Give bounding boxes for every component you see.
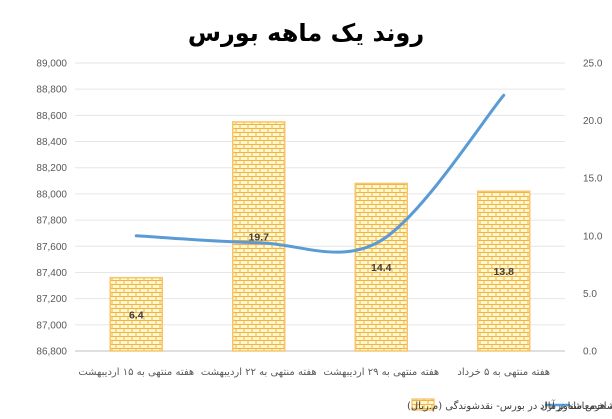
y-left-tick-label: 86,800 — [36, 347, 67, 358]
y-left-tick-label: 89,000 — [36, 59, 67, 70]
legend-bar-swatch — [411, 398, 435, 411]
bar — [232, 121, 286, 352]
bar-data-label: 14.4 — [371, 262, 392, 274]
chart-title: روند یک ماهه بورس — [188, 19, 424, 47]
y-left-tick-label: 87,400 — [36, 268, 67, 279]
y-left-tick-label: 87,200 — [36, 294, 67, 305]
x-category-label: هفته منتهی به ۲۲ اردیبهشت — [201, 367, 317, 378]
bar — [477, 190, 531, 352]
legend-bar-label: متوسط ارزش روزانه هرمعامله نرمال در بورس… — [407, 400, 612, 412]
bar — [354, 182, 408, 352]
y-right-tick-label: 25.0 — [583, 59, 603, 70]
x-category-label: هفته منتهی به ۱۵ اردیبهشت — [78, 367, 194, 378]
legend: شاخص شناور آزاد متوسط ارزش روزانه هرمعام… — [407, 398, 612, 412]
y-left-tick-label: 87,600 — [36, 242, 67, 253]
y-left-tick-label: 88,600 — [36, 111, 67, 122]
bar-data-labels: 6.4 19.7 14.4 13.8 — [129, 231, 514, 321]
y-right-axis: 0.0 5.0 10.0 15.0 20.0 25.0 — [583, 59, 603, 358]
y-left-tick-label: 88,400 — [36, 137, 67, 148]
y-left-tick-label: 88,000 — [36, 189, 67, 200]
line-series-path — [134, 93, 506, 254]
y-right-tick-label: 15.0 — [583, 174, 603, 185]
x-axis-categories: هفته منتهی به ۱۵ اردیبهشت هفته منتهی به ۲… — [78, 367, 550, 378]
bar-data-label: 13.8 — [494, 266, 515, 278]
y-left-tick-label: 87,800 — [36, 216, 67, 227]
x-category-label: هفته منتهی به ۲۹ اردیبهشت — [323, 367, 439, 378]
bar-series — [109, 121, 531, 352]
y-right-tick-label: 0.0 — [583, 347, 597, 358]
y-right-tick-label: 5.0 — [583, 289, 597, 300]
legend-line-label: شاخص شناور آزاد — [540, 399, 612, 412]
y-right-tick-label: 10.0 — [583, 231, 603, 242]
y-right-tick-label: 20.0 — [583, 116, 603, 127]
bar-data-label: 6.4 — [129, 309, 144, 321]
x-category-label: هفته منتهی به ۵ خرداد — [457, 367, 550, 378]
bar — [109, 276, 163, 352]
y-left-tick-label: 88,200 — [36, 163, 67, 174]
y-left-tick-label: 87,000 — [36, 320, 67, 331]
line-series — [134, 93, 506, 254]
y-left-tick-label: 88,800 — [36, 85, 67, 96]
y-left-axis: 86,800 87,000 87,200 87,400 87,600 87,800 88,0… — [36, 59, 67, 358]
bar-data-label: 19.7 — [249, 231, 270, 243]
